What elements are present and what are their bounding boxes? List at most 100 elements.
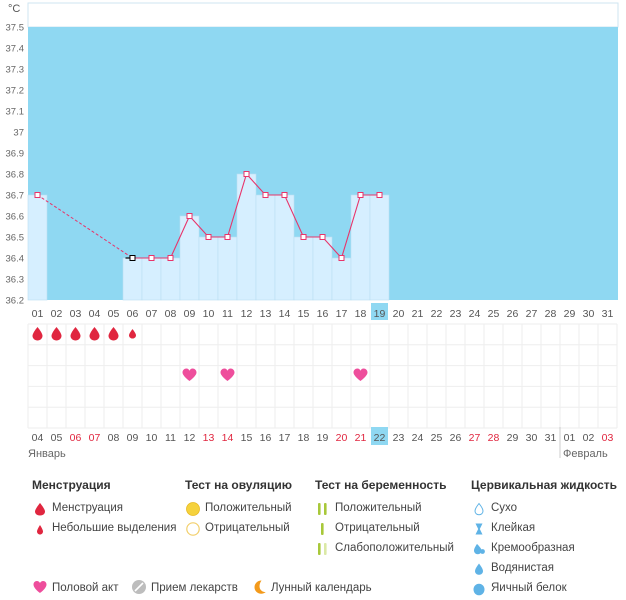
cycle-day-label: 14 bbox=[279, 308, 291, 320]
calendar-date-label: 29 bbox=[507, 432, 519, 444]
legend-item-pregnancy-positive: Положительный bbox=[315, 500, 446, 520]
y-tick-label: 36.8 bbox=[6, 170, 25, 181]
faint-lines-icon bbox=[318, 543, 327, 555]
cycle-day-label: 02 bbox=[51, 308, 63, 320]
bottom-label-intercourse: Половой акт bbox=[52, 582, 119, 594]
cycle-day-label: 19 bbox=[374, 308, 386, 320]
creamy-drop-icon bbox=[474, 544, 485, 555]
legend: Менструация Менструация Небольшие выделе… bbox=[0, 478, 626, 596]
cycle-day-label: 17 bbox=[336, 308, 348, 320]
temperature-bar bbox=[217, 236, 238, 301]
cycle-day-label: 24 bbox=[469, 308, 481, 320]
legend-item-egg-white: Яичный белок bbox=[471, 580, 617, 600]
water-drop-icon bbox=[475, 563, 483, 575]
intercourse-heart bbox=[182, 368, 197, 381]
dashed-connector bbox=[37, 194, 133, 259]
calendar-date-label: 09 bbox=[127, 432, 139, 444]
menstruation-drop bbox=[89, 327, 100, 341]
y-tick-label: 36.7 bbox=[6, 191, 25, 202]
calendar-date-label: 21 bbox=[355, 432, 367, 444]
calendar-date-label: 16 bbox=[260, 432, 272, 444]
temperature-point bbox=[319, 234, 326, 240]
temperature-point bbox=[281, 192, 288, 198]
y-unit-label: °C bbox=[8, 3, 20, 15]
menstruation-drop bbox=[32, 327, 43, 341]
legend-title-ovulation: Тест на овуляцию bbox=[185, 478, 292, 492]
bottom-label-medicine: Прием лекарств bbox=[151, 582, 238, 594]
bottom-legend: Половой акт Прием лекарств Лунный календ… bbox=[0, 580, 626, 596]
temperature-bar bbox=[312, 236, 333, 301]
calendar-date-label: 05 bbox=[51, 432, 63, 444]
temperature-point bbox=[376, 192, 383, 198]
legend-label-pregnancy-negative: Отрицательный bbox=[335, 522, 420, 534]
temperature-point bbox=[300, 234, 307, 240]
cycle-day-label: 22 bbox=[431, 308, 443, 320]
legend-pregnancy: Тест на беременность Положительный Отриц… bbox=[315, 478, 454, 560]
legend-label-egg-white: Яичный белок bbox=[491, 582, 567, 594]
legend-item-light-spotting: Небольшие выделения bbox=[32, 520, 176, 540]
calendar-date-label: 03 bbox=[602, 432, 614, 444]
calendar-date-label: 19 bbox=[317, 432, 329, 444]
legend-label-ovulation-negative: Отрицательный bbox=[205, 522, 290, 534]
calendar-date-label: 20 bbox=[336, 432, 348, 444]
temperature-bar bbox=[160, 257, 181, 301]
cycle-day-label: 12 bbox=[241, 308, 253, 320]
one-line-icon bbox=[321, 523, 324, 535]
legend-item-ovulation-positive: Положительный bbox=[185, 500, 292, 520]
legend-title-cervical: Цервикальная жидкость bbox=[471, 478, 618, 492]
legend-label-watery: Водянистая bbox=[491, 562, 555, 574]
cycle-day-label: 30 bbox=[583, 308, 595, 320]
calendar-date-label: 07 bbox=[89, 432, 101, 444]
y-tick-label: 37.3 bbox=[6, 65, 25, 76]
cycle-day-label: 11 bbox=[222, 308, 233, 320]
y-tick-label: 36.5 bbox=[6, 233, 25, 244]
month-label-january: Январь bbox=[28, 448, 66, 460]
calendar-date-label: 10 bbox=[146, 432, 158, 444]
egg-white-icon bbox=[473, 583, 485, 596]
temperature-point bbox=[148, 255, 155, 261]
outline-drop-icon bbox=[474, 502, 484, 516]
calendar-date-label: 13 bbox=[203, 432, 215, 444]
y-tick-label: 37.1 bbox=[6, 107, 25, 118]
legend-item-watery: Водянистая bbox=[471, 560, 617, 580]
calendar-date-label: 17 bbox=[279, 432, 291, 444]
calendar-date-label: 14 bbox=[222, 432, 234, 444]
blood-drop-icon bbox=[35, 503, 45, 516]
cycle-day-label: 23 bbox=[450, 308, 462, 320]
menstruation-drop bbox=[51, 327, 62, 341]
cycle-day-label: 27 bbox=[526, 308, 538, 320]
temperature-point bbox=[243, 171, 250, 177]
calendar-date-label: 27 bbox=[469, 432, 481, 444]
temperature-point bbox=[262, 192, 269, 198]
cycle-day-label: 13 bbox=[260, 308, 272, 320]
temperature-line bbox=[132, 172, 380, 260]
temperature-bar bbox=[350, 194, 371, 301]
cycle-day-label: 10 bbox=[203, 308, 215, 320]
temperature-bar bbox=[122, 257, 143, 301]
cycle-day-label: 15 bbox=[298, 308, 310, 320]
cycle-day-label: 09 bbox=[184, 308, 196, 320]
cycle-day-label: 01 bbox=[32, 308, 44, 320]
moon-icon bbox=[254, 580, 266, 594]
cycle-day-label: 20 bbox=[393, 308, 405, 320]
legend-title-menstruation: Менструация bbox=[32, 478, 111, 492]
calendar-date-label: 12 bbox=[184, 432, 196, 444]
legend-label-sticky: Клейкая bbox=[491, 522, 536, 534]
current-date-highlight bbox=[371, 427, 388, 445]
calendar-date-label: 01 bbox=[564, 432, 576, 444]
calendar-date-label: 04 bbox=[32, 432, 44, 444]
cycle-day-label: 31 bbox=[602, 308, 614, 320]
light-spotting-drop bbox=[129, 329, 136, 339]
menstruation-drop bbox=[70, 327, 81, 341]
temperature-point bbox=[338, 255, 345, 261]
y-tick-label: 36.4 bbox=[6, 254, 25, 265]
cycle-day-label: 26 bbox=[507, 308, 519, 320]
temperature-point bbox=[205, 234, 212, 240]
legend-label-creamy: Кремообразная bbox=[491, 542, 575, 554]
cycle-day-label: 05 bbox=[108, 308, 120, 320]
temperature-point bbox=[129, 255, 136, 261]
legend-menstruation: Менструация Менструация Небольшие выделе… bbox=[32, 478, 176, 540]
y-tick-label: 36.6 bbox=[6, 212, 25, 223]
month-label-february: Февраль bbox=[563, 448, 608, 460]
